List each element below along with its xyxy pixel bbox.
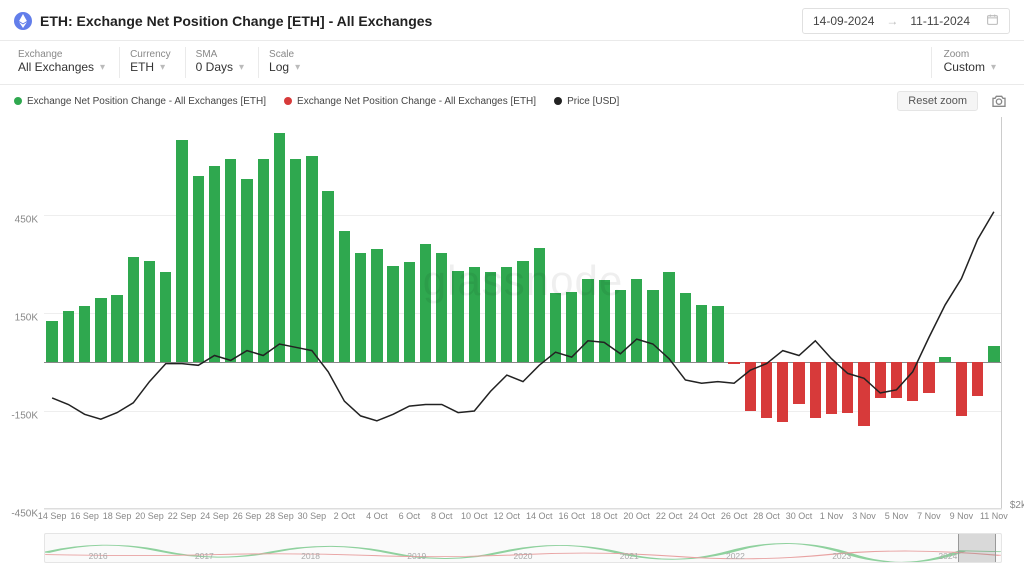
y-axis-left: 450K150K-150K-450K: [4, 117, 38, 509]
legend-item[interactable]: Exchange Net Position Change - All Excha…: [14, 96, 266, 107]
legend-swatch: [284, 97, 292, 105]
legend-label: Exchange Net Position Change - All Excha…: [27, 96, 266, 107]
title-bar: ETH: Exchange Net Position Change [ETH] …: [0, 0, 1024, 41]
legend-item[interactable]: Price [USD]: [554, 96, 619, 107]
chevron-down-icon: ▾: [239, 62, 244, 73]
legend-label: Exchange Net Position Change - All Excha…: [297, 96, 536, 107]
page-title: ETH: Exchange Net Position Change [ETH] …: [40, 13, 432, 29]
legend-swatch: [14, 97, 22, 105]
legend-swatch: [554, 97, 562, 105]
camera-icon[interactable]: [988, 91, 1010, 111]
chevron-down-icon: ▾: [100, 62, 105, 73]
time-brush[interactable]: 201620172018201920202021202220232024: [44, 533, 1002, 563]
exchange-select[interactable]: Exchange All Exchanges▾: [8, 47, 120, 78]
controls-bar: Exchange All Exchanges▾ Currency ETH▾ SM…: [0, 41, 1024, 85]
eth-icon: [14, 12, 32, 30]
chart-plot[interactable]: glassnode: [44, 117, 1002, 509]
date-range-picker[interactable]: 14-09-2024 → 11-11-2024: [802, 8, 1010, 34]
calendar-icon: [986, 13, 999, 29]
y-axis-right: $2k: [1010, 500, 1024, 511]
arrow-right-icon: →: [886, 14, 898, 28]
chevron-down-icon: ▾: [991, 62, 996, 73]
currency-select[interactable]: Currency ETH▾: [120, 47, 186, 78]
reset-zoom-button[interactable]: Reset zoom: [897, 91, 978, 111]
legend-item[interactable]: Exchange Net Position Change - All Excha…: [284, 96, 536, 107]
x-axis: 14 Sep16 Sep18 Sep20 Sep22 Sep24 Sep26 S…: [44, 509, 1002, 527]
chevron-down-icon: ▾: [295, 62, 300, 73]
legend-bar: Exchange Net Position Change - All Excha…: [0, 85, 1024, 113]
date-to: 11-11-2024: [910, 14, 970, 28]
scale-select[interactable]: Scale Log▾: [259, 47, 314, 78]
zoom-select[interactable]: Zoom Custom▾: [931, 47, 1010, 78]
date-from: 14-09-2024: [813, 14, 874, 28]
legend-label: Price [USD]: [567, 96, 619, 107]
chevron-down-icon: ▾: [160, 62, 165, 73]
sma-select[interactable]: SMA 0 Days▾: [186, 47, 259, 78]
